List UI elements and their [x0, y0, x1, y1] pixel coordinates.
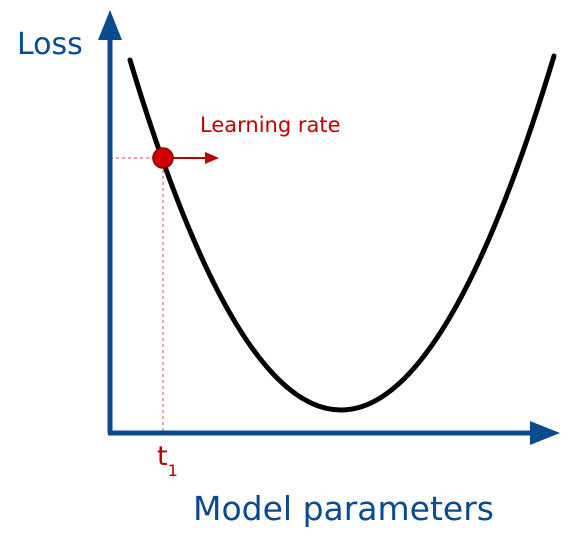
- x-axis-label: Model parameters: [193, 489, 494, 528]
- tick-label-t1: t1: [157, 441, 178, 480]
- y-axis-label: Loss: [17, 27, 83, 62]
- current-point-marker: [152, 147, 174, 169]
- loss-curve: [127, 53, 557, 413]
- tick-label-main: t: [157, 441, 168, 472]
- x-axis-arrowhead: [530, 421, 560, 445]
- tick-label-subscript: 1: [168, 461, 178, 480]
- y-axis-arrowhead: [98, 10, 122, 40]
- learning-rate-arrowhead: [205, 152, 219, 164]
- learning-rate-label: Learning rate: [200, 113, 341, 137]
